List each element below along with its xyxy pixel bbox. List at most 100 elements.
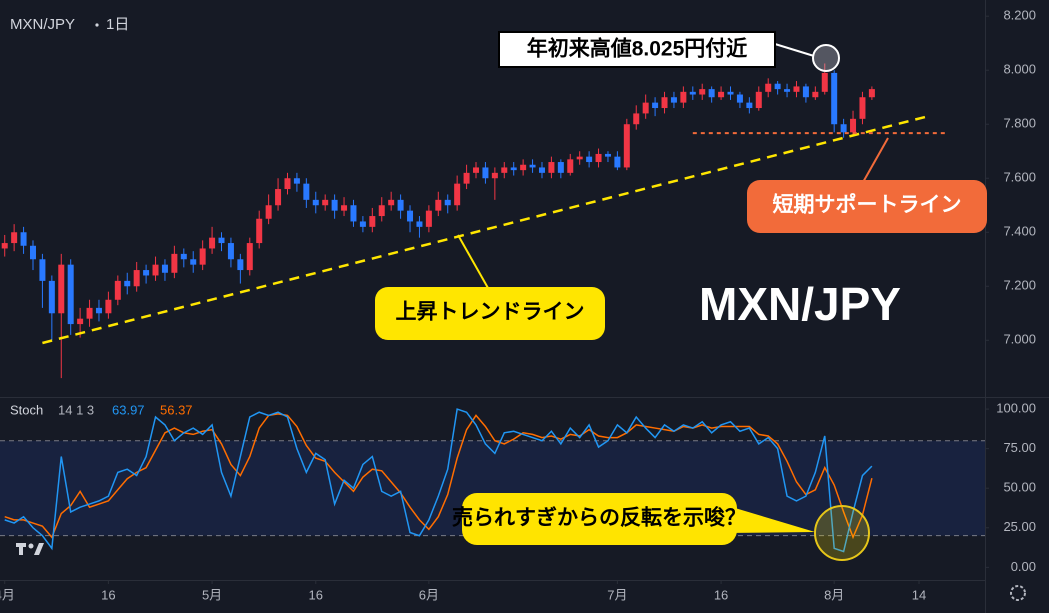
candle-body <box>95 307 102 314</box>
y-tick-label: 7.800 <box>1003 116 1036 131</box>
candle-body <box>171 253 178 273</box>
candle-body <box>161 264 168 273</box>
y-tick-label: 7.200 <box>1003 278 1036 293</box>
x-tick-label: 5月 <box>202 587 222 602</box>
x-tick-label: 14 <box>912 587 926 602</box>
candle-body <box>199 248 206 265</box>
candle-body <box>416 221 423 227</box>
candle-body <box>586 156 593 163</box>
y-tick-label: 100.00 <box>996 401 1036 416</box>
candle-body <box>793 86 800 92</box>
y-tick-label: 75.00 <box>1003 440 1036 455</box>
candle-body <box>444 199 451 206</box>
candle-body <box>58 264 65 314</box>
candle-body <box>604 153 611 157</box>
candle-body <box>105 299 112 314</box>
candle-body <box>11 232 18 244</box>
high-marker <box>812 44 840 72</box>
candle-body <box>859 97 866 119</box>
candle-body <box>152 264 159 276</box>
candle-body <box>114 280 121 300</box>
settings-icon[interactable] <box>1010 585 1026 601</box>
candle-body <box>341 205 348 211</box>
candle-body <box>595 153 602 163</box>
y-tick-label: 7.000 <box>1003 332 1036 347</box>
candle-body <box>435 199 442 211</box>
candle-body <box>557 162 564 173</box>
y-tick-label: 8.000 <box>1003 62 1036 77</box>
candle-body <box>275 189 282 206</box>
reversal-marker <box>814 505 870 561</box>
candle-body <box>633 113 640 125</box>
y-tick-label: 7.400 <box>1003 224 1036 239</box>
candle-body <box>246 243 253 271</box>
x-tick-label: 4月 <box>0 587 15 602</box>
candle-body <box>425 210 432 227</box>
candle-body <box>20 232 27 246</box>
candle-body <box>755 91 762 109</box>
candle-body <box>623 124 630 168</box>
candle-body <box>821 72 828 92</box>
candle-body <box>39 259 46 281</box>
candle-body <box>538 167 545 173</box>
callout-pointer <box>725 505 815 533</box>
candle-body <box>359 221 366 227</box>
candle-body <box>133 270 140 287</box>
y-tick-label: 8.200 <box>1003 8 1036 23</box>
callout-line <box>774 43 815 57</box>
candle-body <box>689 91 696 95</box>
d-value: 56.37 <box>160 402 193 417</box>
candle-body <box>746 102 753 109</box>
candle-body <box>190 259 197 265</box>
candle-body <box>812 91 819 98</box>
candle-body <box>86 307 93 319</box>
candle-body <box>736 94 743 103</box>
candle-body <box>784 89 791 92</box>
x-tick-label: 6月 <box>419 587 439 602</box>
candle-body <box>765 83 772 92</box>
candle-body <box>454 183 461 206</box>
candle-body <box>802 86 809 98</box>
candle-body <box>218 237 225 244</box>
candle-body <box>831 72 838 125</box>
candle-body <box>67 264 74 325</box>
trend-note: 上昇トレンドライン <box>396 301 585 324</box>
support-note-box <box>747 180 987 233</box>
candle-body <box>407 210 414 222</box>
candle-body <box>397 199 404 211</box>
x-tick-label: 16 <box>714 587 728 602</box>
candle-body <box>1 243 8 249</box>
candle-body <box>718 91 725 98</box>
stoch-note-box <box>462 493 737 545</box>
candle-body <box>227 243 234 260</box>
x-tick-label: 7月 <box>607 587 627 602</box>
candle-body <box>350 205 357 222</box>
high-note: 年初来高値8.025円付近 <box>527 37 748 61</box>
y-tick-label: 7.600 <box>1003 170 1036 185</box>
candle-body <box>529 164 536 168</box>
candle-body <box>369 216 376 227</box>
candle-body <box>520 164 527 171</box>
candle-body <box>670 97 677 103</box>
candle-body <box>491 172 498 179</box>
candle-body <box>642 102 649 114</box>
x-tick-label: 8月 <box>824 587 844 602</box>
y-tick-label: 0.00 <box>1011 559 1036 574</box>
candle-body <box>463 172 470 184</box>
candle-body <box>29 245 36 260</box>
support-note: 短期サポートライン <box>773 193 962 217</box>
candle-body <box>548 162 555 173</box>
callout-line <box>457 234 489 289</box>
candle-body <box>77 318 84 325</box>
candle-body <box>680 91 687 103</box>
trend-note-box <box>375 287 605 340</box>
candle-body <box>388 199 395 206</box>
candle-body <box>284 178 291 190</box>
candle-body <box>331 199 338 211</box>
candle-body <box>143 270 150 276</box>
candle-body <box>256 218 263 244</box>
y-tick-label: 25.00 <box>1003 519 1036 534</box>
candle-body <box>576 156 583 160</box>
interval: 1日 <box>106 16 129 33</box>
